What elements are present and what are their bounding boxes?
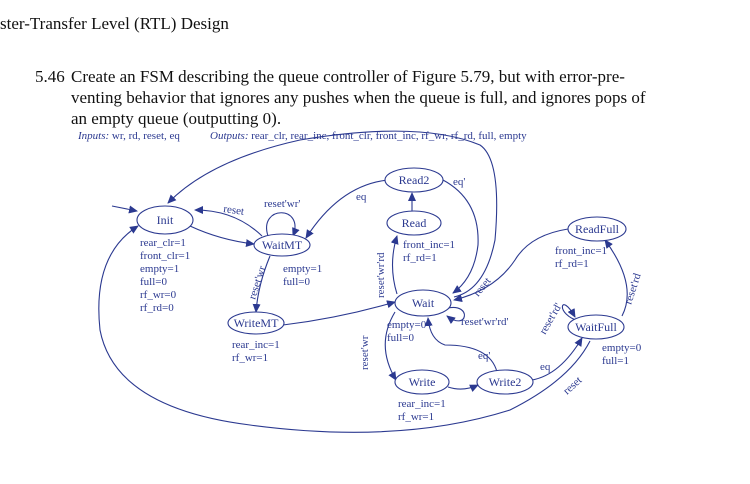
label-wait-self: reset'wr'rd' (461, 316, 508, 328)
state-waitfull-label: WaitFull (575, 320, 617, 334)
edge-waitmt-init (194, 206, 263, 237)
label-waitmt-writemt: reset'wr (246, 264, 268, 301)
problem-line-3: an empty queue (outputting 0). (71, 109, 282, 128)
label-waitmt-self: reset'wr' (264, 198, 300, 210)
label-read2-eq: eq (356, 191, 367, 203)
state-waitmt-label: WaitMT (262, 238, 303, 252)
state-wait-label: Wait (412, 296, 435, 310)
edge-wait-write (384, 311, 397, 381)
state-wait-node (394, 289, 452, 317)
writemt-action-2: rf_wr=1 (232, 352, 268, 364)
edge-write-write2 (447, 384, 479, 393)
state-init-label: Init (157, 213, 174, 227)
waitmt-action-2: full=0 (283, 276, 310, 288)
write-action-2: rf_wr=1 (398, 411, 434, 423)
state-init-node (136, 205, 194, 235)
edge-init-waitmt (189, 225, 255, 248)
init-action-6: rf_rd=0 (140, 302, 174, 314)
edge-waitfull-init-reset (98, 225, 591, 433)
waitfull-action-1: empty=0 (602, 342, 642, 354)
state-writemt-label: WriteMT (234, 316, 280, 330)
init-action-5: rf_wr=0 (140, 289, 177, 301)
state-read2-label: Read2 (399, 173, 430, 187)
edge-waitmt-writemt (252, 255, 271, 313)
label-write2-eqn: eq' (478, 350, 490, 362)
init-action-1: rear_clr=1 (140, 237, 186, 249)
state-read-label: Read (402, 216, 427, 230)
state-waitfull-node (567, 314, 625, 340)
edge-waitfull-readfull (604, 239, 628, 317)
waitfull-action-2: full=1 (602, 355, 629, 367)
state-write-node (394, 369, 450, 395)
inputs-label: Inputs: (78, 130, 110, 142)
label-wait-read: reset'wr'rd (375, 252, 387, 298)
wait-action-2: full=0 (387, 332, 414, 344)
init-action-2: front_clr=1 (140, 250, 190, 262)
edge-waitfull-self (561, 304, 580, 322)
state-write2-node (476, 369, 534, 395)
edge-read2-waitmt (305, 179, 389, 239)
state-waitmt-node (253, 233, 311, 257)
edge-write2-waitfull (531, 337, 583, 381)
label-wait-write: reset'wr (359, 335, 371, 370)
edge-readfull-wait (453, 228, 569, 302)
write-action-1: rear_inc=1 (398, 398, 446, 410)
problem-line-1: Create an FSM describing the queue contr… (71, 67, 625, 86)
readfull-action-1: front_inc=1 (555, 245, 607, 257)
read-action-1: front_inc=1 (403, 239, 455, 251)
init-action-3: empty=1 (140, 263, 179, 275)
problem-number: 5.46 (35, 67, 65, 86)
edge-wait-read (390, 235, 399, 295)
state-readfull-node (567, 216, 627, 242)
label-waitfull-self: reset'rd' (537, 301, 564, 336)
outputs-list: rear_clr, rear_inc, front_clr, front_inc… (251, 130, 527, 142)
init-action-4: full=0 (140, 276, 167, 288)
read-action-2: rf_rd=1 (403, 252, 437, 264)
edge-initial (111, 205, 138, 214)
page-header: ster-Transfer Level (RTL) Design (0, 14, 229, 33)
state-read2-node (384, 167, 444, 193)
label-init-reset: reset (223, 203, 245, 218)
state-write2-label: Write2 (489, 375, 522, 389)
readfull-action-2: rf_rd=1 (555, 258, 589, 270)
edge-write2-wait (424, 317, 498, 373)
inputs-line: Inputs: wr, rd, reset, eq (78, 130, 180, 142)
writemt-action-1: rear_inc=1 (232, 339, 280, 351)
waitmt-action-1: empty=1 (283, 263, 322, 275)
label-write2-eq: eq (540, 361, 551, 373)
edge-writemt-wait (282, 300, 396, 326)
label-read2-eqn: eq' (453, 176, 465, 188)
problem-line-2: venting behavior that ignores any pushes… (71, 88, 646, 107)
edge-read2-wait (442, 179, 479, 294)
state-writemt-node (227, 311, 285, 335)
outputs-line: Outputs: rear_clr, rear_inc, front_clr, … (210, 130, 527, 142)
edge-waitmt-self (266, 212, 300, 237)
label-waitfull-readfull: reset'rd (622, 271, 643, 306)
inputs-list: wr, rd, reset, eq (111, 130, 180, 142)
state-write-label: Write (409, 375, 436, 389)
edge-wait-init-reset (167, 130, 498, 298)
state-readfull-label: ReadFull (575, 222, 620, 236)
outputs-label: Outputs: (210, 130, 249, 142)
label-wait-reset: reset (471, 275, 494, 299)
wait-action-1: empty=0 (387, 319, 427, 331)
edge-wait-self (446, 306, 465, 325)
state-read-node (386, 210, 442, 236)
label-waitfull-reset: reset (561, 374, 584, 397)
